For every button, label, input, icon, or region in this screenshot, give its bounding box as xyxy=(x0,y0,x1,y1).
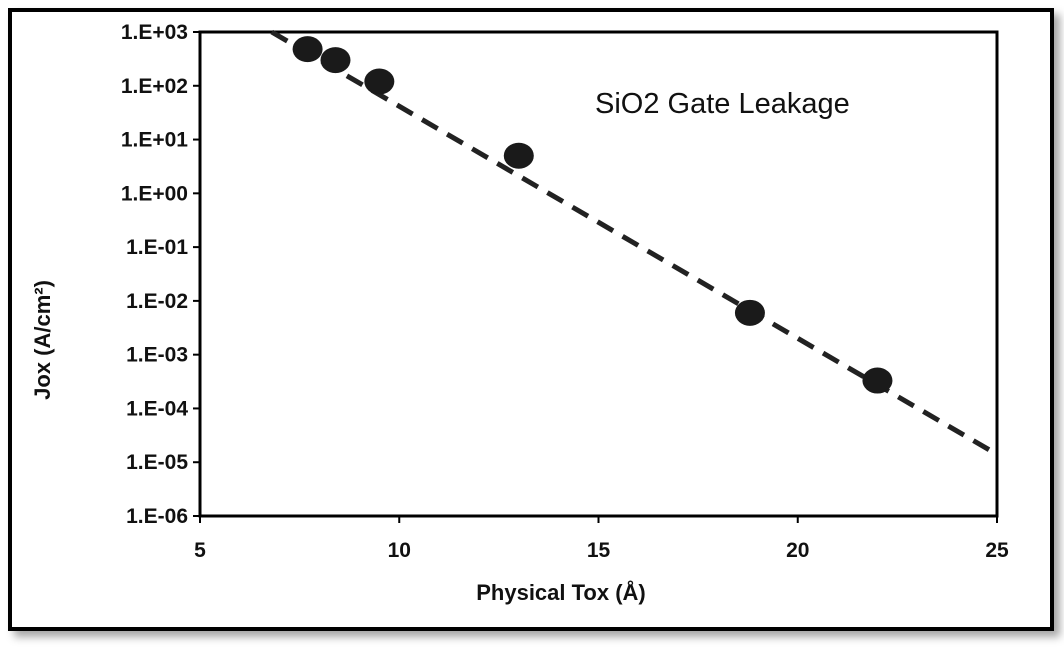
y-tick-label: 1.E-02 xyxy=(126,290,188,313)
y-tick-label: 1.E+01 xyxy=(121,129,188,152)
x-axis-title: Physical Tox (Å) xyxy=(476,579,646,605)
data-points xyxy=(292,36,893,394)
x-tick-label: 5 xyxy=(194,539,206,562)
y-axis-title: Jox (A/cm²) xyxy=(30,280,55,400)
chart-annotation: SiO2 Gate Leakage xyxy=(595,88,850,120)
plot-border xyxy=(198,30,999,518)
y-tick-label: 1.E-05 xyxy=(126,451,188,474)
y-tick-label: 1.E+03 xyxy=(121,21,188,44)
data-point xyxy=(503,142,534,169)
y-tick-label: 1.E-03 xyxy=(126,344,188,367)
y-axis: 1.E-06 1.E-05 1.E-04 1.E-03 1.E-02 1.E-01 1.E+… xyxy=(121,21,200,528)
x-tick-label: 20 xyxy=(786,539,809,562)
plot-area xyxy=(198,30,999,518)
x-tick-label: 15 xyxy=(587,539,611,562)
y-tick-label: 1.E+00 xyxy=(121,182,188,205)
data-point xyxy=(292,36,323,63)
x-axis: 5 10 15 20 25 xyxy=(194,516,1009,562)
data-point xyxy=(734,299,765,326)
y-tick-label: 1.E-04 xyxy=(126,397,188,420)
data-point xyxy=(320,47,351,74)
data-point xyxy=(364,68,395,95)
x-tick-label: 10 xyxy=(388,539,411,562)
x-tick-label: 25 xyxy=(985,539,1009,562)
y-tick-label: 1.E-06 xyxy=(126,505,188,528)
data-point xyxy=(862,367,893,394)
y-tick-label: 1.E+02 xyxy=(121,75,188,98)
y-tick-label: 1.E-01 xyxy=(126,236,188,259)
